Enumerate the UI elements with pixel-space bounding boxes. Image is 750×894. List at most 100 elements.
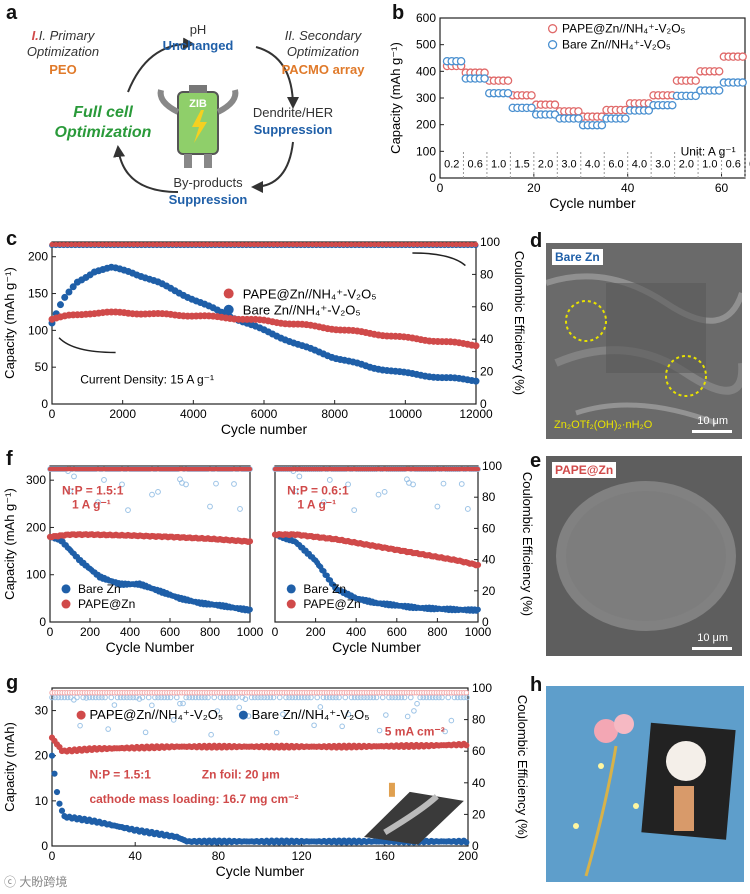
bare-ce-point	[213, 480, 219, 487]
bare-ce-point	[142, 729, 149, 736]
y-tick-label: 50	[35, 360, 49, 374]
bare-ce-point	[130, 694, 136, 701]
pape-ce-point	[457, 241, 463, 248]
bare-ce-point	[296, 473, 303, 480]
pape-ce-point	[422, 241, 428, 248]
y2-axis-label: Coulombic Efficiency (%)	[512, 251, 527, 395]
battery-mascot	[157, 85, 239, 168]
bare-ce-point	[383, 712, 389, 718]
rate-label: 0.6	[726, 158, 741, 170]
pape-ce-point	[204, 241, 211, 248]
bare-point	[527, 103, 536, 113]
pape-ce-point	[177, 241, 183, 248]
y2-tick-label: 80	[480, 267, 494, 281]
pape-ce-point	[313, 241, 319, 248]
pape-ce-point	[274, 241, 281, 248]
pape-ce-point	[64, 241, 71, 248]
y-tick-label: 150	[28, 287, 48, 301]
bare-capacity-point	[472, 377, 480, 385]
pape-capacity-point	[463, 742, 470, 749]
x-tick-label: 120	[292, 849, 312, 863]
y-tick-label: 0	[41, 839, 48, 853]
bare-ce-point	[408, 694, 414, 701]
bare-ce-point	[339, 723, 345, 730]
y2-tick-label: 100	[472, 681, 492, 695]
bare-ce-point	[311, 722, 317, 729]
y-tick-label: 200	[416, 118, 436, 132]
pape-ce-point	[154, 241, 160, 248]
panel-label-d: d	[530, 230, 543, 252]
bare-ce-point	[170, 717, 177, 723]
pape-ce-point	[434, 241, 440, 248]
bare-ce-point	[183, 481, 189, 488]
pape-ce-point	[235, 241, 242, 248]
pape-ce-point	[134, 241, 141, 248]
cycle-arc-right	[255, 46, 299, 109]
sem-texture-d	[546, 243, 742, 439]
bare-ce-point	[255, 694, 261, 701]
peo-label: PEO	[49, 62, 76, 77]
panel-label-g: g	[6, 672, 19, 694]
bare-ce-point	[464, 506, 471, 512]
ph-label: pH	[190, 22, 207, 37]
pape-ce-point	[189, 241, 195, 248]
pape-ce-point	[255, 241, 261, 248]
bare-ce-point	[180, 700, 186, 707]
bare-ce-point	[149, 491, 155, 498]
pape-ce-point	[387, 241, 393, 248]
photo-pouch-cell	[546, 686, 744, 882]
cycle-arc-top	[127, 37, 195, 93]
pape-ce-point	[302, 241, 308, 248]
bare-ce-point	[125, 507, 131, 514]
rate-label: 3.0	[561, 158, 576, 170]
bare-ce-point	[205, 694, 211, 701]
pape-ce-point	[282, 241, 288, 248]
highlight-circle-1	[565, 300, 607, 342]
pape-ce-point	[371, 241, 378, 248]
highlight-circle-2	[665, 355, 707, 397]
panel-label-e: e	[530, 450, 542, 472]
cycle-diagram: ZIB I.I. Primary Optimization PEO pH Unc…	[27, 22, 365, 207]
bare-capacity-point	[56, 800, 63, 807]
x-tick-label: 0	[47, 625, 54, 639]
legend-marker-bare	[547, 40, 558, 50]
x-tick-label: 200	[458, 849, 478, 863]
ce-arrow	[412, 252, 466, 267]
bare-ce-point	[111, 702, 118, 708]
bare-ce-point	[71, 697, 77, 703]
pape-ce-point	[80, 241, 86, 248]
bare-ce-point	[155, 694, 161, 701]
x-tick-label: 600	[160, 625, 180, 639]
bare-ce-point	[336, 694, 342, 701]
bare-ce-point	[55, 694, 62, 701]
y2-tick-label: 40	[482, 553, 496, 567]
panel-label-c: c	[6, 228, 18, 250]
pape-ce-point	[88, 241, 94, 248]
pape-ce-point	[445, 241, 452, 248]
bare-capacity-point	[247, 606, 253, 613]
y-tick-label: 20	[35, 749, 49, 763]
rate-label: 2.0	[679, 158, 694, 170]
bare-ce-point	[233, 694, 239, 701]
pape-ce-point	[169, 241, 176, 248]
bare-ce-point	[80, 694, 86, 701]
y2-tick-label: 80	[472, 713, 486, 727]
legend-bare: Bare Zn//NH₄⁺-V₂O₅	[562, 38, 671, 52]
rate-label: 1.5	[514, 158, 529, 170]
cycle-arc-left	[113, 145, 179, 193]
pape-ce-point	[103, 241, 110, 248]
pape-ce-point	[399, 241, 405, 248]
pape-point	[714, 67, 724, 76]
rate-label: 6.0	[608, 158, 623, 170]
pape-ce-point	[418, 241, 424, 248]
y-tick-label: 400	[416, 64, 436, 78]
pape-ce-point	[321, 241, 327, 248]
y2-tick-label: 80	[482, 490, 496, 504]
pape-ce-point	[96, 241, 102, 248]
pape-ce-point	[441, 241, 448, 248]
pape-ce-point	[356, 241, 362, 248]
secondary-opt-label: Optimization	[287, 44, 359, 59]
bare-point	[480, 74, 489, 83]
bare-capacity-point	[61, 293, 69, 301]
x-tick-label: 800	[200, 625, 220, 639]
